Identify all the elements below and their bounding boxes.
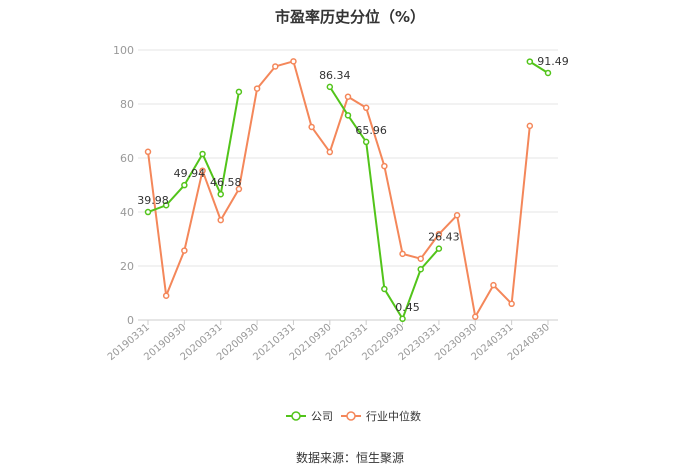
data-point — [199, 167, 206, 174]
data-label: 86.34 — [319, 69, 351, 82]
data-point — [162, 202, 170, 209]
data-point — [435, 230, 443, 238]
data-point — [272, 63, 279, 70]
data-point — [526, 58, 534, 65]
data-point — [490, 281, 497, 289]
legend-item[interactable]: 公司 — [286, 410, 333, 423]
y-axis: 0 20 40 60 80 100 — [113, 44, 134, 327]
y-tick-label: 0 — [127, 314, 134, 327]
series-1 — [144, 58, 534, 321]
data-point — [362, 138, 370, 146]
legend-item[interactable]: 行业中位数 — [341, 409, 421, 423]
data-label: 91.49 — [537, 55, 569, 68]
y-tick-label: 60 — [120, 152, 134, 165]
data-point — [435, 245, 443, 252]
data-point — [253, 85, 261, 92]
legend: 公司 行业中位数 — [286, 409, 421, 423]
legend-label: 公司 — [311, 410, 333, 423]
data-point — [235, 88, 243, 96]
legend-marker — [291, 411, 301, 421]
data-point — [235, 185, 243, 193]
data-point — [344, 112, 352, 119]
data-point — [199, 150, 206, 158]
data-label: 46.58 — [210, 176, 242, 189]
data-point — [381, 285, 388, 293]
legend-label: 行业中位数 — [366, 409, 421, 423]
data-point — [472, 313, 479, 321]
data-point — [417, 255, 424, 262]
series-line — [328, 86, 440, 320]
data-point — [217, 216, 224, 224]
grid-lines — [138, 49, 558, 321]
y-tick-label: 40 — [120, 206, 134, 219]
series-line — [529, 60, 549, 74]
data-label: 49.94 — [174, 167, 206, 180]
y-tick-label: 100 — [113, 44, 134, 57]
data-label: 65.96 — [355, 124, 387, 137]
data-labels: 39.98 49.94 46.58 86.34 65.96 0.45 26.43 91.49 — [137, 55, 569, 314]
data-point — [508, 300, 515, 308]
y-tick-label: 20 — [120, 260, 134, 273]
data-point — [526, 122, 534, 130]
data-label: 0.45 — [395, 301, 420, 314]
data-point — [144, 208, 152, 216]
data-point — [217, 190, 224, 198]
data-point — [162, 292, 170, 299]
data-point — [144, 148, 152, 156]
y-tick-label: 80 — [120, 98, 134, 111]
chart-title: 市盈率历史分位（%） — [274, 8, 426, 26]
series-layer — [144, 58, 552, 323]
data-point — [181, 181, 188, 189]
data-point — [326, 148, 334, 156]
data-point — [362, 104, 370, 112]
x-axis: 2019033120190930202003312020093020210331… — [106, 320, 552, 363]
data-point — [399, 250, 406, 258]
data-point — [544, 69, 552, 77]
data-point — [181, 247, 188, 254]
data-point — [417, 265, 424, 273]
data-label: 26.43 — [428, 231, 460, 244]
data-point — [344, 93, 352, 100]
data-point — [290, 58, 297, 65]
series-0 — [144, 58, 552, 323]
data-point — [453, 211, 461, 219]
legend-marker — [346, 411, 356, 421]
data-point — [399, 315, 406, 323]
data-point — [308, 123, 315, 131]
data-label: 39.98 — [137, 194, 169, 207]
data-point — [326, 83, 334, 91]
series-line — [147, 60, 531, 318]
data-point — [381, 162, 388, 170]
data-source-note: 数据来源：恒生聚源 — [295, 451, 404, 465]
